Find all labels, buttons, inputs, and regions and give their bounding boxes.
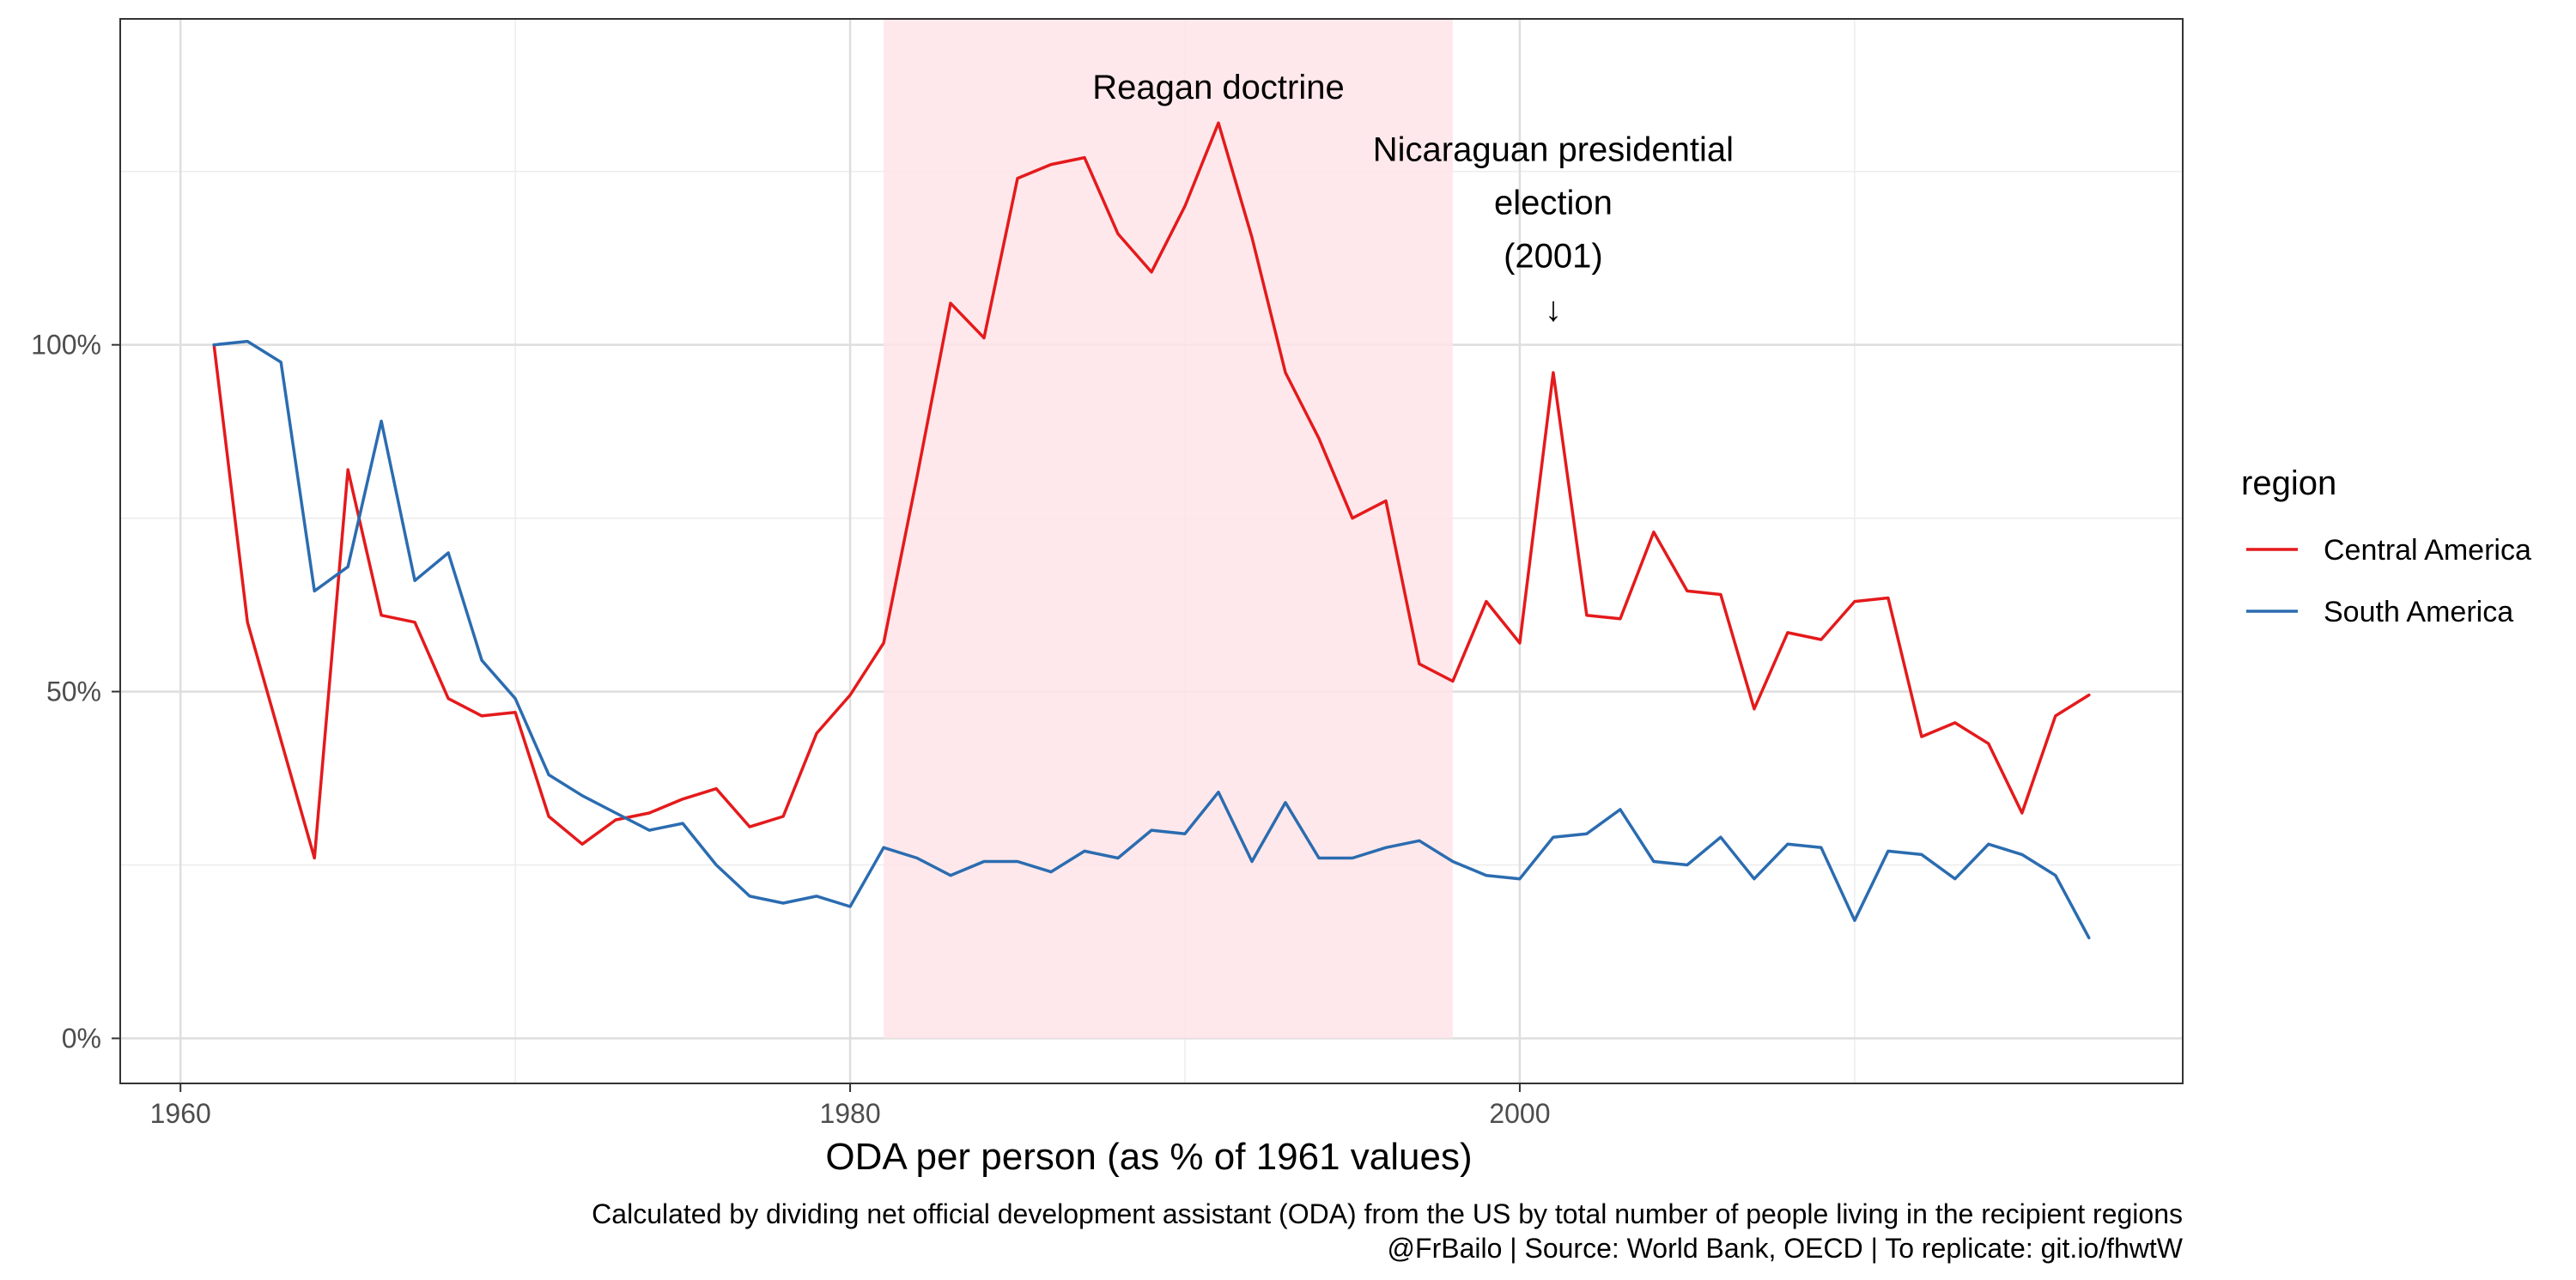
central-america-line xyxy=(212,121,2091,860)
series-lines xyxy=(212,121,2091,940)
legend-label-south-america: South America xyxy=(2324,596,2513,628)
annotation-2-line-1: Nicaraguan presidential xyxy=(1373,131,1734,169)
x-axis: 1960 1980 2000 xyxy=(150,1083,1551,1129)
x-axis-title: ODA per person (as % of 1961 values) xyxy=(825,1136,1472,1178)
annotation-1-line-1: Reagan doctrine xyxy=(1092,69,1345,106)
legend-title: region xyxy=(2241,464,2336,502)
x-tick-label: 1960 xyxy=(150,1098,211,1129)
y-axis: 0% 50% 100% xyxy=(31,330,120,1053)
x-tick-label: 2000 xyxy=(1489,1098,1550,1129)
annotation-2-line-4: ↓ xyxy=(1545,291,1562,329)
annotation-2-line-3: (2001) xyxy=(1504,238,1603,276)
south-america-line xyxy=(212,339,2091,940)
caption-line-2: @FrBailo | Source: World Bank, OECD | To… xyxy=(1388,1233,2184,1264)
x-tick-label: 1980 xyxy=(819,1098,880,1129)
annotations: Reagan doctrine Nicaraguan presidential el… xyxy=(1092,69,1734,329)
caption-line-1: Calculated by dividing net official deve… xyxy=(592,1198,2183,1229)
plot-panel-border xyxy=(119,18,2184,1084)
annotation-2-line-2: election xyxy=(1494,185,1613,222)
reagan-era-shaded-region xyxy=(884,19,1453,1039)
legend: region Central America South America xyxy=(2241,464,2531,628)
y-tick-label: 100% xyxy=(31,330,101,361)
y-tick-label: 50% xyxy=(46,676,101,707)
y-tick-label: 0% xyxy=(62,1022,101,1053)
legend-label-central-america: Central America xyxy=(2324,534,2531,567)
